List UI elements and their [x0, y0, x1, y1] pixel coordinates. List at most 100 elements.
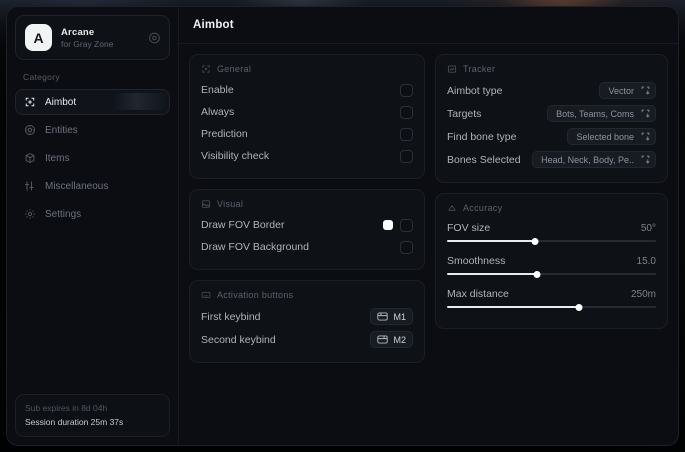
- setting-row-second-keybind: Second keybind M2: [201, 328, 413, 351]
- slider-fill: [447, 273, 537, 275]
- chevron-expand-icon: [641, 132, 650, 141]
- chevron-expand-icon: [641, 86, 650, 95]
- visual-panel-header: Visual: [201, 199, 413, 209]
- smoothness-slider[interactable]: [447, 270, 656, 278]
- row-label: Aimbot type: [447, 84, 503, 97]
- first-keybind-button[interactable]: M1: [370, 308, 413, 325]
- visual-panel-title: Visual: [217, 199, 244, 209]
- sidebar-item-miscellaneous[interactable]: Miscellaneous: [15, 173, 170, 199]
- row-label: Second keybind: [201, 333, 276, 346]
- keyboard-icon: [201, 290, 211, 300]
- general-panel-header: General: [201, 64, 413, 74]
- slider-thumb[interactable]: [575, 303, 583, 311]
- slider-label: Max distance: [447, 288, 509, 300]
- sidebar-item-label: Aimbot: [45, 96, 77, 108]
- sidebar-item-label: Settings: [45, 208, 82, 220]
- row-label: First keybind: [201, 310, 261, 323]
- avatar: A: [25, 24, 52, 51]
- enable-checkbox[interactable]: [400, 83, 413, 97]
- aimbot-type-dropdown[interactable]: Vector: [599, 82, 656, 99]
- targets-dropdown[interactable]: Bots, Teams, Coms: [547, 105, 656, 122]
- slider-label: FOV size: [447, 222, 491, 234]
- setting-row-draw-fov-border: Draw FOV Border: [201, 214, 413, 236]
- second-keybind-button[interactable]: M2: [370, 331, 413, 348]
- tracker-panel-header: Tracker: [447, 64, 656, 74]
- sidebar-spacer: [15, 227, 170, 394]
- keybind-value: M1: [393, 311, 406, 322]
- row-label: Always: [201, 106, 235, 118]
- sidebar: A Arcane for Gray Zone Category: [7, 7, 179, 445]
- row-label: Prediction: [201, 128, 248, 140]
- crosshair-icon: [201, 64, 211, 74]
- radar-icon: [24, 124, 36, 136]
- row-label: Find bone type: [447, 130, 517, 143]
- find-bone-type-dropdown[interactable]: Selected bone: [567, 128, 656, 145]
- slider-row-max-distance: Max distance 250m: [447, 284, 656, 317]
- settings-circle-icon[interactable]: [148, 31, 161, 44]
- fov-border-color-swatch[interactable]: [383, 220, 393, 230]
- row-label: Bones Selected: [447, 153, 521, 166]
- setting-row-find-bone-type: Find bone type Selected bone: [447, 125, 656, 148]
- profile-name: Arcane: [61, 26, 95, 38]
- content-area: Aimbot General Enable: [179, 7, 678, 445]
- visibility-check-checkbox[interactable]: [400, 149, 413, 163]
- sidebar-item-items[interactable]: Items: [15, 145, 170, 171]
- setting-row-visibility-check: Visibility check: [201, 145, 413, 167]
- sidebar-item-label: Items: [45, 152, 70, 164]
- sidebar-item-entities[interactable]: Entities: [15, 117, 170, 143]
- visual-panel: Visual Draw FOV Border Draw FOV Backgrou…: [189, 189, 425, 270]
- profile-card[interactable]: A Arcane for Gray Zone: [15, 15, 170, 60]
- fov-size-slider[interactable]: [447, 237, 656, 245]
- sidebar-item-label: Miscellaneous: [45, 180, 109, 192]
- row-label: Enable: [201, 84, 234, 96]
- slider-thumb[interactable]: [533, 270, 541, 278]
- slider-thumb[interactable]: [531, 237, 539, 245]
- sidebar-item-settings[interactable]: Settings: [15, 201, 170, 227]
- app-window: A Arcane for Gray Zone Category: [6, 6, 679, 446]
- dropdown-value: Selected bone: [576, 131, 634, 142]
- max-distance-slider[interactable]: [447, 303, 656, 311]
- general-panel-title: General: [217, 64, 252, 74]
- mouse-right-icon: [377, 335, 389, 344]
- row-label: Targets: [447, 107, 482, 120]
- row-label: Draw FOV Background: [201, 241, 309, 253]
- setting-row-aimbot-type: Aimbot type Vector: [447, 79, 656, 102]
- chart-icon: [447, 64, 457, 74]
- row-label: Draw FOV Border: [201, 219, 285, 231]
- activation-panel-header: Activation buttons: [201, 290, 413, 300]
- session-duration: Session duration 25m 37s: [25, 417, 124, 427]
- chevron-expand-icon: [641, 109, 650, 118]
- tracker-panel-title: Tracker: [463, 64, 496, 74]
- tracker-panel: Tracker Aimbot type Vector: [435, 54, 668, 183]
- accuracy-panel: Accuracy FOV size 50°: [435, 193, 668, 329]
- slider-row-smoothness: Smoothness 15.0: [447, 251, 656, 284]
- sidebar-item-aimbot[interactable]: Aimbot: [15, 89, 170, 115]
- prediction-checkbox[interactable]: [400, 127, 413, 141]
- crosshair-icon: [24, 96, 36, 108]
- slider-value: 50°: [640, 222, 656, 234]
- row-label: Visibility check: [201, 150, 270, 162]
- activation-buttons-panel: Activation buttons First keybind M1: [189, 280, 425, 363]
- dropdown-value: Vector: [608, 85, 634, 96]
- setting-row-first-keybind: First keybind M1: [201, 305, 413, 328]
- slider-label: Smoothness: [447, 255, 506, 267]
- accuracy-panel-title: Accuracy: [463, 203, 503, 213]
- dropdown-value: Head, Neck, Body, Pe..: [541, 154, 634, 165]
- slider-value: 250m: [630, 288, 656, 300]
- bones-selected-dropdown[interactable]: Head, Neck, Body, Pe..: [532, 151, 656, 168]
- panel-columns: General Enable Always Prediction: [179, 44, 678, 445]
- gear-icon: [24, 208, 36, 220]
- image-icon: [201, 199, 211, 209]
- setting-row-always: Always: [201, 101, 413, 123]
- draw-fov-border-checkbox[interactable]: [400, 218, 413, 232]
- box-icon: [24, 152, 36, 164]
- activation-panel-title: Activation buttons: [217, 290, 294, 300]
- sliders-icon: [24, 180, 36, 192]
- setting-row-draw-fov-background: Draw FOV Background: [201, 236, 413, 258]
- chevron-expand-icon: [641, 155, 650, 164]
- sidebar-item-label: Entities: [45, 124, 78, 136]
- always-checkbox[interactable]: [400, 105, 413, 119]
- accuracy-panel-header: Accuracy: [447, 203, 656, 213]
- content-header: Aimbot: [179, 7, 678, 44]
- draw-fov-background-checkbox[interactable]: [400, 240, 413, 254]
